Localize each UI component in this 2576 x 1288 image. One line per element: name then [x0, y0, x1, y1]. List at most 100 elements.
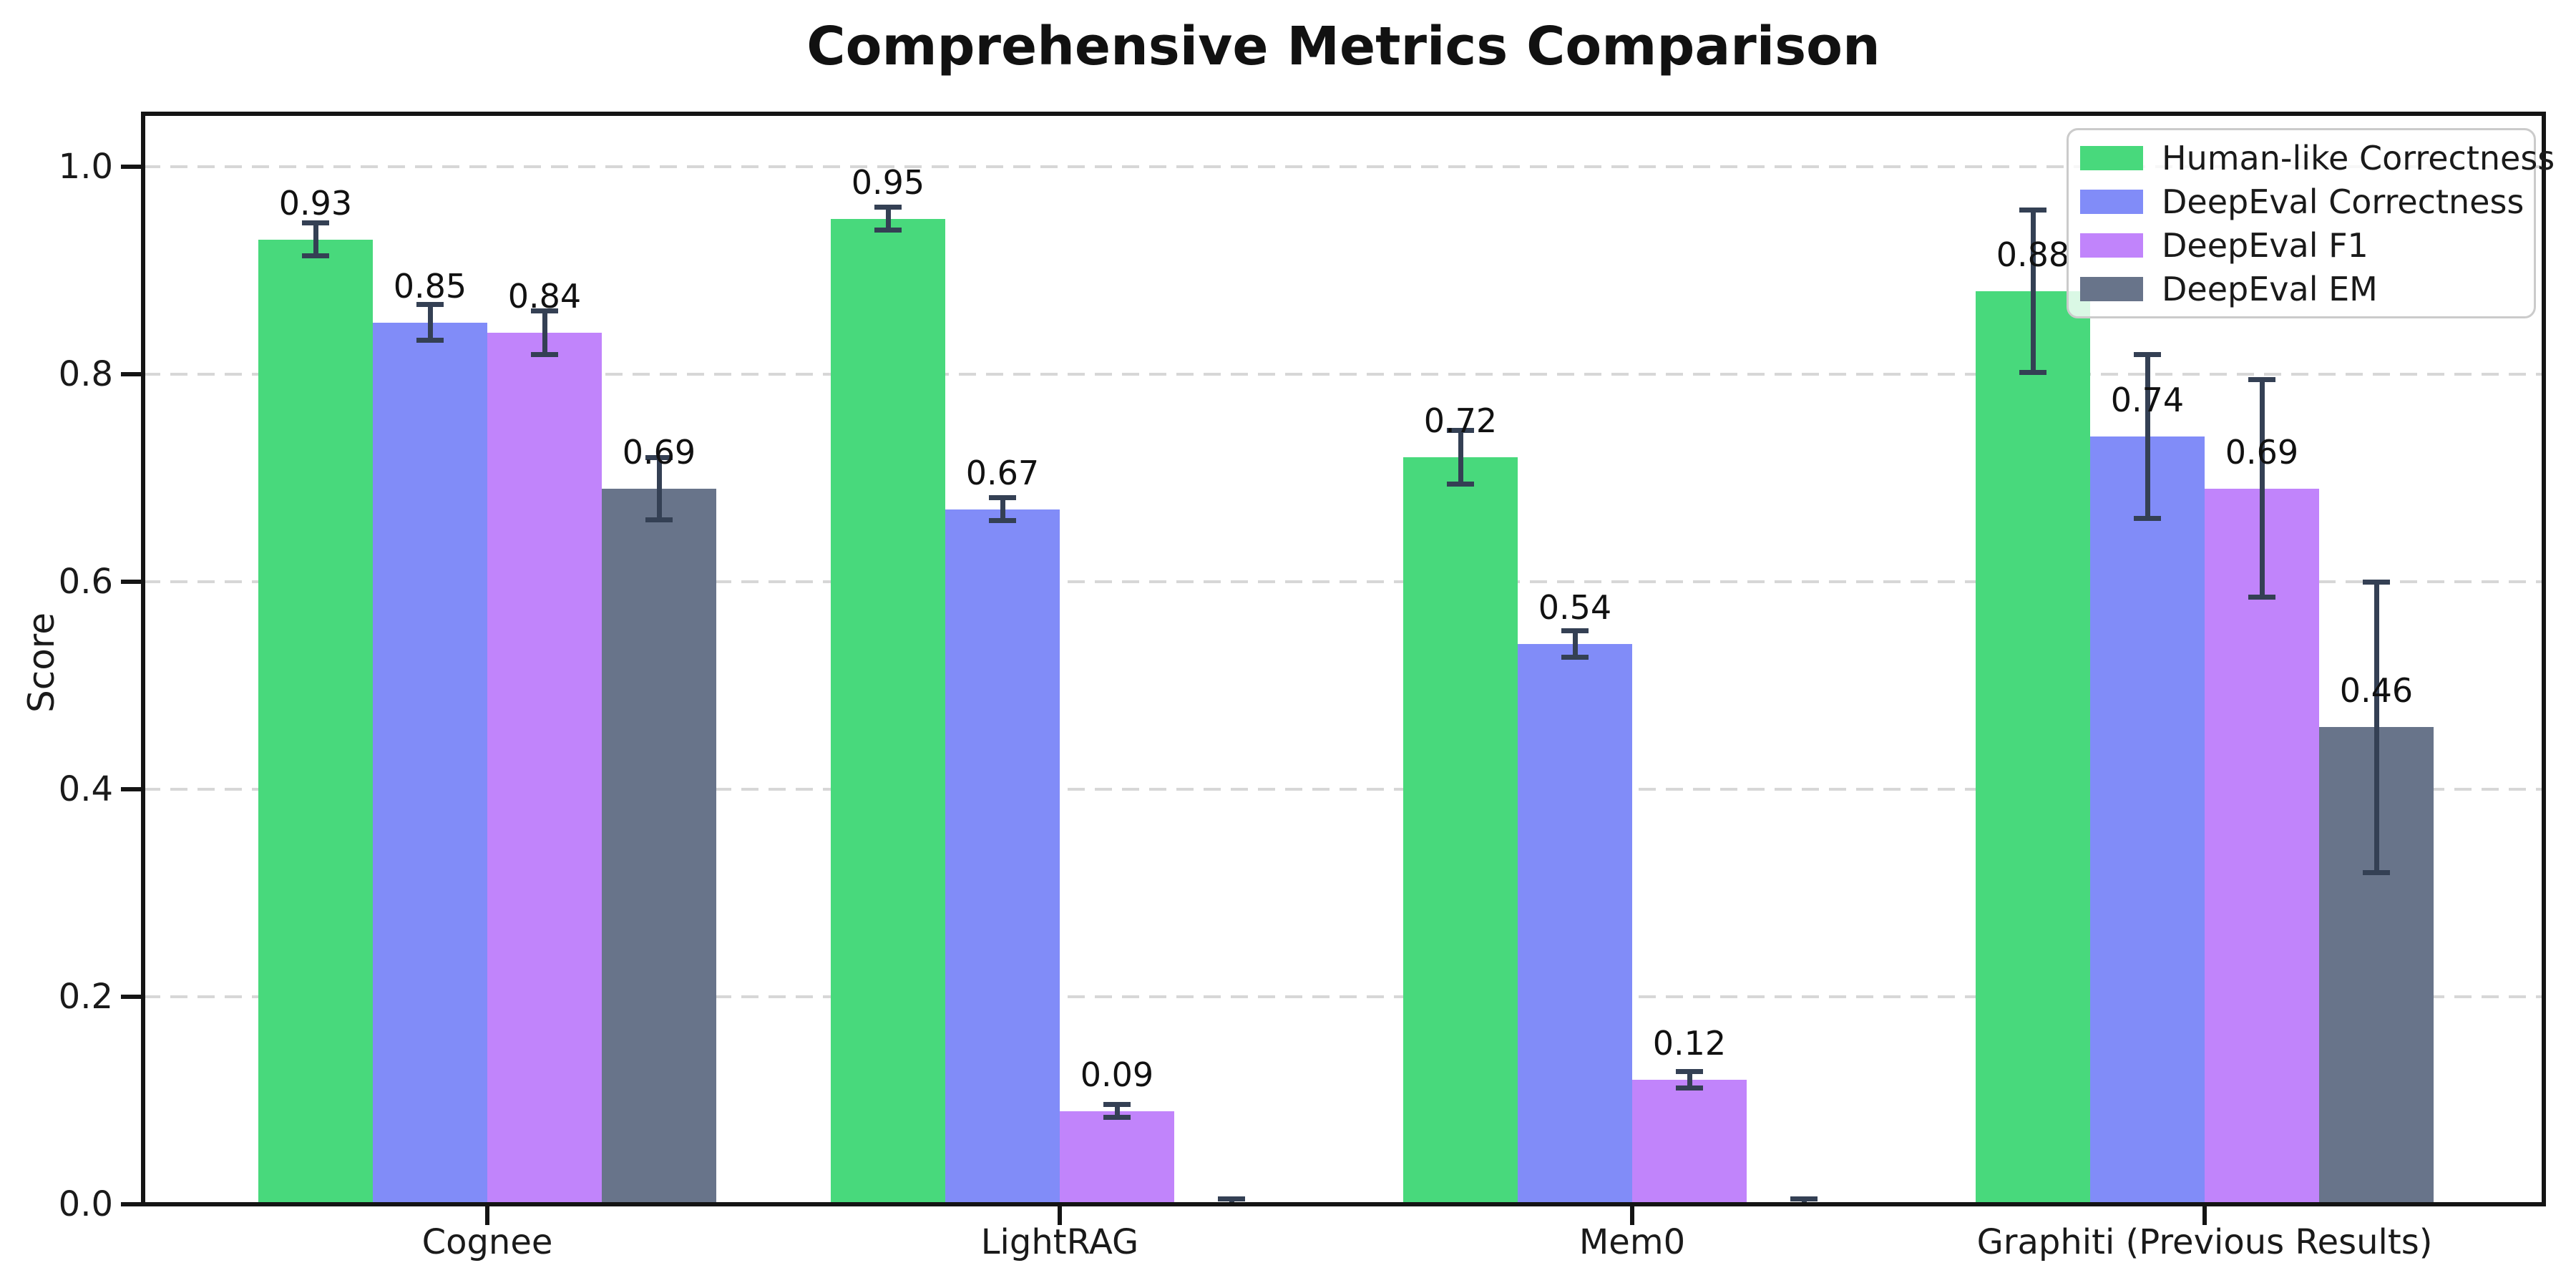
error-bar-top-cap: [302, 220, 329, 225]
bar-value-label: 0.95: [851, 162, 925, 202]
bar: [1060, 1111, 1174, 1204]
error-bar-top-cap: [531, 308, 558, 314]
gridline: [143, 995, 2544, 998]
error-bar: [2145, 354, 2150, 519]
error-bar: [1229, 1199, 1234, 1204]
y-tick-mark: [121, 787, 141, 791]
bar: [2090, 436, 2205, 1204]
error-bar-bottom-cap: [1103, 1114, 1131, 1120]
bar: [945, 509, 1060, 1204]
y-tick-mark: [121, 372, 141, 376]
bar-value-label: 0.12: [1652, 1024, 1727, 1063]
error-bar-bottom-cap: [645, 517, 673, 522]
error-bar-top-cap: [1676, 1068, 1703, 1074]
error-bar-bottom-cap: [1447, 482, 1474, 487]
y-axis-label: Score: [21, 612, 62, 713]
gridline: [143, 165, 2544, 168]
bar-value-label: 0.09: [1080, 1055, 1154, 1094]
x-tick-mark: [485, 1206, 489, 1225]
error-bar: [1000, 497, 1005, 521]
bar: [1403, 457, 1518, 1204]
legend-row: Human-like Correctness: [2080, 139, 2555, 177]
error-bar-top-cap: [1561, 628, 1589, 633]
error-bar-top-cap: [2363, 579, 2390, 585]
legend-row: DeepEval EM: [2080, 270, 2527, 308]
error-bar-top-cap: [2248, 376, 2275, 382]
legend-item-label: DeepEval Correctness: [2162, 182, 2524, 221]
legend-swatch: [2080, 276, 2143, 301]
error-bar-bottom-cap: [989, 517, 1016, 523]
legend-item-label: Human-like Correctness: [2162, 138, 2555, 177]
error-bar-top-cap: [645, 454, 673, 460]
bar-value-label: 0.69: [2225, 432, 2299, 472]
bar-value-label: 0.46: [2339, 671, 2414, 710]
legend-row: DeepEval F1: [2080, 226, 2527, 265]
error-bar: [656, 457, 662, 519]
x-tick-label: Graphiti (Previous Results): [1976, 1222, 2433, 1262]
legend: Human-like Correctness DeepEval Correctne…: [2067, 128, 2555, 318]
error-bar-bottom-cap: [2134, 516, 2161, 522]
error-bar-bottom-cap: [416, 337, 444, 343]
y-tick-label: 0.4: [58, 769, 113, 809]
y-tick-label: 0.6: [58, 562, 113, 602]
y-tick-label: 0.2: [58, 977, 113, 1017]
error-bar-top-cap: [1790, 1196, 1818, 1202]
bar: [2205, 488, 2319, 1204]
error-bar: [1801, 1199, 1807, 1204]
error-bar-top-cap: [2019, 208, 2046, 213]
error-bar: [1114, 1104, 1120, 1118]
error-bar-top-cap: [1103, 1102, 1131, 1108]
bar: [831, 218, 945, 1204]
x-tick-mark: [1630, 1206, 1634, 1225]
bar: [1976, 291, 2090, 1204]
error-bar: [885, 207, 891, 230]
bar-value-label: 0.93: [278, 183, 353, 223]
bar-value-label: 0.88: [1996, 235, 2070, 274]
error-bar: [2030, 210, 2036, 373]
bar-value-label: 0.84: [507, 277, 582, 316]
error-bar-bottom-cap: [874, 227, 902, 233]
bar: [258, 239, 373, 1204]
x-tick-mark: [1058, 1206, 1062, 1225]
error-bar: [542, 311, 547, 355]
error-bar-bottom-cap: [2248, 595, 2275, 600]
error-bar: [1458, 430, 1463, 484]
legend-swatch: [2080, 189, 2143, 214]
bar-value-label: 0.67: [965, 453, 1040, 492]
bar-value-label: 0.54: [1538, 588, 1612, 627]
error-bar: [2259, 379, 2265, 597]
y-tick-mark: [121, 165, 141, 169]
bar: [1518, 644, 1632, 1204]
error-bar: [1687, 1071, 1692, 1088]
y-tick-label: 0.8: [58, 354, 113, 394]
error-bar: [2373, 582, 2379, 872]
error-bar-top-cap: [989, 495, 1016, 501]
legend-row: DeepEval Correctness: [2080, 182, 2527, 221]
bar: [487, 333, 602, 1204]
bar-value-label: 0.69: [622, 432, 696, 472]
legend-swatch: [2080, 145, 2143, 170]
bar-value-label: 0.74: [2110, 381, 2185, 419]
bar: [1632, 1080, 1747, 1204]
error-bar-top-cap: [416, 302, 444, 308]
x-tick-mark: [2202, 1206, 2207, 1225]
error-bar-top-cap: [874, 205, 902, 210]
error-bar-bottom-cap: [2019, 369, 2046, 375]
x-tick-label: Mem0: [1579, 1222, 1686, 1262]
x-tick-label: Cognee: [421, 1222, 553, 1262]
error-bar: [313, 223, 318, 256]
error-bar-bottom-cap: [1561, 655, 1589, 660]
plot-area: 0.93 0.95 0.72 0.88 0.85 0.67 0.54 0.74 0.84 0.09…: [143, 114, 2544, 1204]
error-bar: [1572, 630, 1578, 658]
bar: [602, 488, 716, 1204]
y-tick-label: 1.0: [58, 147, 113, 187]
y-tick-mark: [121, 580, 141, 584]
legend-item-label: DeepEval EM: [2162, 269, 2378, 308]
bar-value-label: 0.85: [393, 266, 467, 306]
gridline: [143, 373, 2544, 376]
x-tick-label: LightRAG: [980, 1222, 1139, 1262]
legend-item-label: DeepEval F1: [2162, 225, 2368, 265]
error-bar-top-cap: [1218, 1196, 1245, 1202]
y-tick-mark: [121, 1202, 141, 1206]
